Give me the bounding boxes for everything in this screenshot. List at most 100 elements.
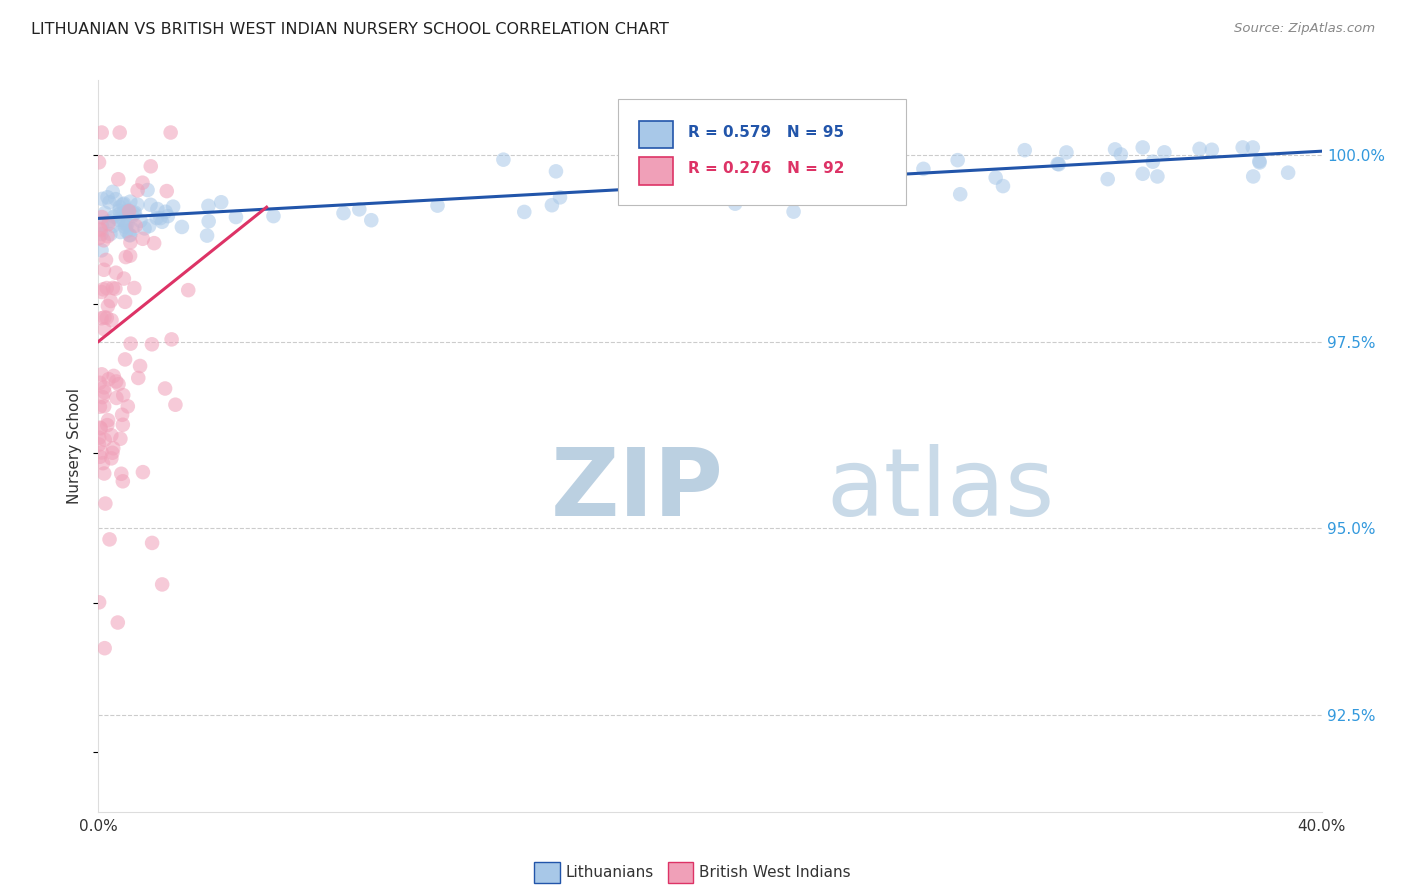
Point xyxy=(139,159,162,173)
Point xyxy=(949,187,972,202)
Point xyxy=(110,225,132,239)
Point xyxy=(90,285,112,299)
Point xyxy=(912,161,935,176)
Point xyxy=(115,218,138,232)
Point xyxy=(150,215,173,229)
Point xyxy=(87,231,110,245)
Point xyxy=(165,398,187,412)
Point xyxy=(89,450,111,464)
Point xyxy=(541,198,564,212)
Point xyxy=(89,400,111,414)
Point xyxy=(225,210,247,224)
Point xyxy=(1241,140,1264,154)
Point xyxy=(120,249,142,263)
Point xyxy=(108,203,131,218)
Point xyxy=(124,219,146,233)
Point xyxy=(129,213,152,227)
Point xyxy=(1046,157,1069,171)
Point xyxy=(1249,155,1271,169)
Point xyxy=(96,418,118,433)
Point xyxy=(1054,145,1077,160)
Point xyxy=(111,197,134,211)
Point xyxy=(90,445,112,459)
Point xyxy=(104,192,127,206)
Point xyxy=(141,536,163,550)
Bar xyxy=(640,120,673,148)
Point xyxy=(492,153,515,167)
Point xyxy=(195,228,218,243)
Point xyxy=(103,442,125,456)
Point xyxy=(93,310,115,325)
Point xyxy=(112,388,135,402)
Point xyxy=(97,413,120,427)
Point xyxy=(136,183,159,197)
Point xyxy=(349,202,371,217)
Point xyxy=(111,408,134,422)
Point xyxy=(112,196,135,211)
Point xyxy=(122,207,145,221)
Point xyxy=(143,236,166,251)
Text: R = 0.276   N = 92: R = 0.276 N = 92 xyxy=(688,161,845,177)
Point xyxy=(93,385,115,400)
Point xyxy=(159,126,181,140)
Point xyxy=(1201,143,1223,157)
Point xyxy=(117,217,139,231)
Point xyxy=(124,205,146,219)
Point xyxy=(156,184,179,198)
Text: ZIP: ZIP xyxy=(551,444,724,536)
Text: Source: ZipAtlas.com: Source: ZipAtlas.com xyxy=(1234,22,1375,36)
Point xyxy=(141,337,163,351)
Point xyxy=(105,391,128,405)
Point xyxy=(782,204,804,219)
Point xyxy=(91,192,114,206)
Point xyxy=(103,219,125,233)
Point xyxy=(90,126,112,140)
Point xyxy=(114,352,136,367)
Point xyxy=(112,271,135,285)
Point xyxy=(1241,169,1264,184)
Point xyxy=(120,194,142,209)
Point xyxy=(98,195,121,210)
Point xyxy=(121,209,143,223)
Point xyxy=(686,178,709,193)
Point xyxy=(118,227,141,242)
Point xyxy=(121,222,143,236)
Point xyxy=(101,446,124,460)
Point xyxy=(1097,172,1119,186)
Bar xyxy=(640,157,673,185)
Point xyxy=(89,420,111,434)
Point xyxy=(112,206,135,220)
Point xyxy=(426,199,449,213)
Point xyxy=(127,197,149,211)
Text: LITHUANIAN VS BRITISH WEST INDIAN NURSERY SCHOOL CORRELATION CHART: LITHUANIAN VS BRITISH WEST INDIAN NURSER… xyxy=(31,22,669,37)
Point xyxy=(101,185,124,199)
Point xyxy=(120,336,142,351)
Point xyxy=(110,467,132,481)
Point xyxy=(97,299,120,313)
Point xyxy=(100,227,122,241)
Point xyxy=(360,213,382,227)
Text: Lithuanians: Lithuanians xyxy=(565,865,654,880)
Point xyxy=(94,206,117,220)
Point xyxy=(145,211,167,225)
Point xyxy=(91,390,114,404)
Point xyxy=(108,126,131,140)
Point xyxy=(107,172,129,186)
Point xyxy=(108,200,131,214)
Point xyxy=(90,421,112,435)
Point xyxy=(115,204,138,219)
Point xyxy=(197,199,219,213)
Point xyxy=(105,375,128,389)
Point xyxy=(724,196,747,211)
Point xyxy=(544,164,567,178)
Point xyxy=(96,310,118,325)
Point xyxy=(153,382,176,396)
Point xyxy=(111,417,134,432)
Point xyxy=(209,195,232,210)
Point xyxy=(89,376,111,390)
Point xyxy=(197,214,219,228)
Point xyxy=(132,465,155,479)
Point xyxy=(91,282,114,296)
Point xyxy=(97,229,120,244)
Point xyxy=(111,212,134,227)
